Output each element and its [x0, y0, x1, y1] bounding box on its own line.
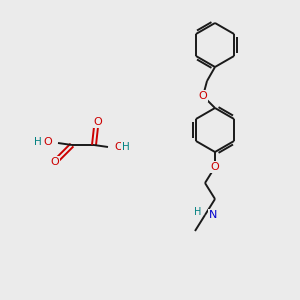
Text: H: H — [194, 207, 201, 217]
Text: O: O — [43, 137, 52, 147]
Text: N: N — [209, 210, 218, 220]
Text: H: H — [34, 137, 42, 147]
Text: O: O — [51, 157, 59, 167]
Text: O: O — [199, 91, 207, 101]
Text: O: O — [94, 117, 102, 127]
Text: O: O — [211, 162, 219, 172]
Text: H: H — [122, 142, 130, 152]
Text: O: O — [114, 142, 123, 152]
